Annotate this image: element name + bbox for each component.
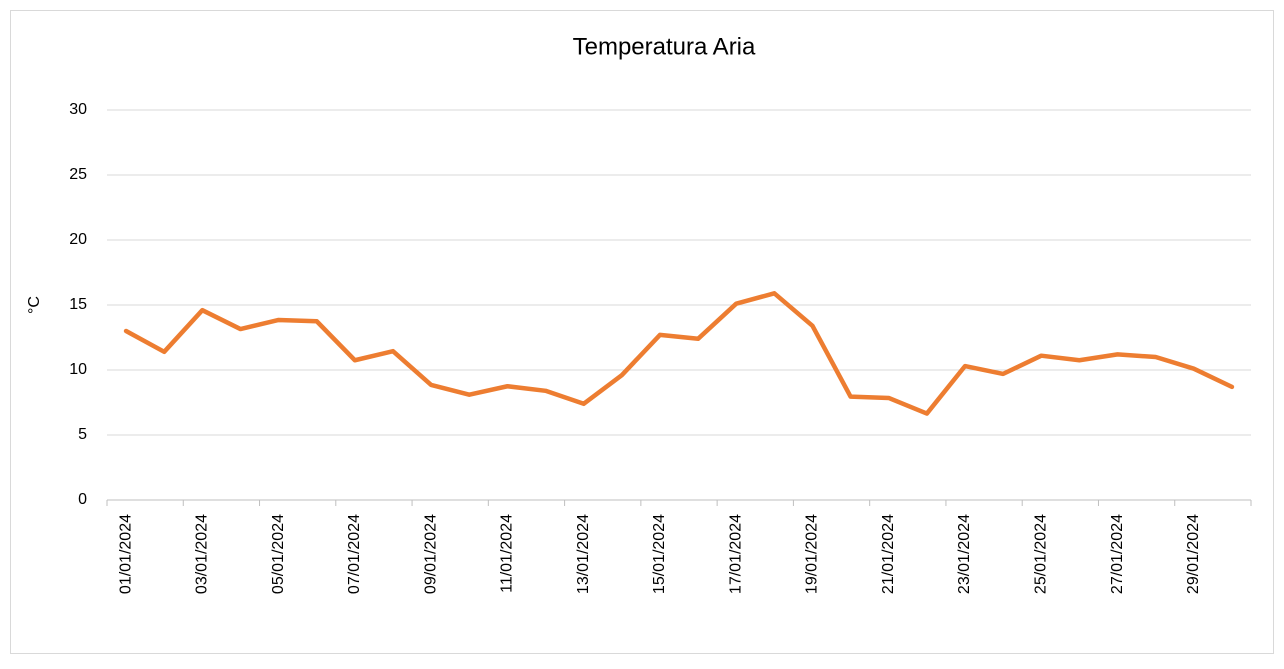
y-tick-label: 5 [78,426,87,443]
y-axis-title: °C [26,296,43,314]
x-tick-label: 17/01/2024 [727,514,744,594]
line-series [123,291,1235,416]
y-tick-label: 25 [69,166,87,183]
x-tick-label: 27/01/2024 [1109,514,1126,594]
x-tick-label: 13/01/2024 [575,514,592,594]
y-tick-label: 20 [69,231,87,248]
y-tick-label: 15 [69,296,87,313]
x-tick-label: 19/01/2024 [804,514,821,594]
x-tick-label: 05/01/2024 [270,514,287,594]
x-tick-label: 09/01/2024 [422,514,439,594]
y-tick-label: 30 [69,101,87,118]
y-tick-label: 10 [69,361,87,378]
x-tick-label: 23/01/2024 [956,514,973,594]
x-tick-label: 07/01/2024 [346,514,363,594]
x-tick-label: 15/01/2024 [651,514,668,594]
x-tick-label: 25/01/2024 [1032,514,1049,594]
x-tick-label: 29/01/2024 [1185,514,1202,594]
x-tick-label: 01/01/2024 [117,514,134,594]
x-tick-label: 11/01/2024 [499,514,516,593]
chart-title: Temperatura Aria [573,33,756,60]
x-tick-label: 03/01/2024 [194,514,211,594]
x-tick-label: 21/01/2024 [880,514,897,594]
chart-border [10,10,1274,654]
y-tick-label: 0 [78,491,87,508]
